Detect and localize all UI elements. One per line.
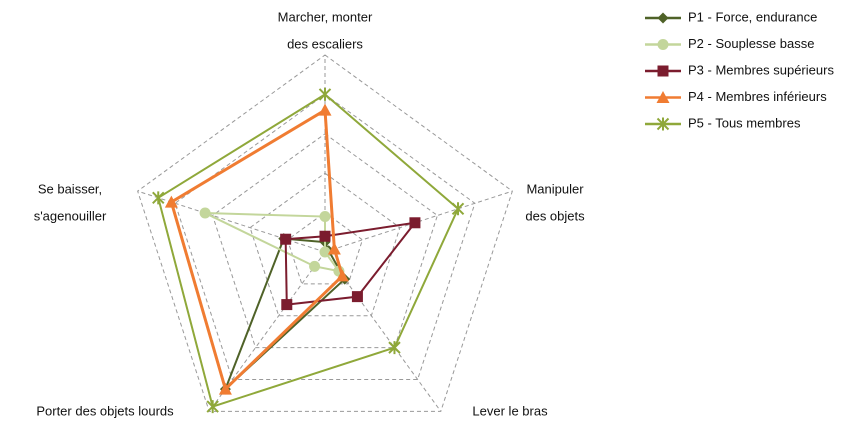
marker [409, 217, 421, 229]
series-line [169, 107, 345, 392]
marker [319, 230, 331, 242]
marker [656, 117, 670, 131]
marker [281, 299, 293, 311]
series-line [157, 93, 460, 408]
legend-label: P1 - Force, endurance [688, 9, 817, 24]
marker [152, 191, 165, 205]
marker [657, 39, 669, 50]
grid-ring [211, 133, 439, 349]
grid-ring [286, 211, 364, 285]
axis-label: Manipuler [526, 181, 584, 196]
legend-item: P1 - Force, endurance [645, 9, 817, 24]
marker [318, 103, 332, 116]
marker [335, 269, 349, 282]
axis-label: s'agenouiller [34, 208, 107, 223]
series-line [284, 221, 418, 306]
marker [218, 382, 232, 395]
axis-label: Se baisser, [38, 181, 102, 196]
marker [451, 202, 465, 216]
marker [280, 233, 292, 245]
marker [388, 341, 401, 355]
marker [199, 207, 211, 219]
axis-spoke [324, 251, 442, 412]
axis-label: des escaliers [287, 36, 363, 51]
marker [657, 65, 669, 77]
marker [206, 400, 219, 414]
legend-label: P5 - Tous membres [688, 115, 801, 130]
marker [164, 195, 178, 208]
legend-item: P5 - Tous membres [645, 115, 801, 131]
marker [319, 246, 331, 258]
marker [351, 291, 363, 303]
axis-label: Marcher, monter [278, 9, 373, 24]
legend-label: P2 - Souplesse basse [688, 36, 814, 51]
axis-label: Porter des objets lourds [36, 403, 174, 418]
grid-ring [137, 54, 513, 412]
grid-ring [249, 172, 401, 317]
marker [657, 12, 669, 24]
legend-item: P4 - Membres inférieurs [645, 89, 827, 104]
legend-label: P3 - Membres supérieurs [688, 62, 834, 77]
axis-label: Lever le bras [472, 403, 548, 418]
legend-label: P4 - Membres inférieurs [688, 89, 827, 104]
axis-label: des objets [525, 208, 585, 223]
marker [319, 211, 331, 223]
marker [656, 91, 670, 103]
marker [327, 242, 341, 255]
axis-spoke [137, 190, 326, 253]
series-line [204, 212, 342, 273]
marker [318, 87, 332, 101]
legend-item: P3 - Membres supérieurs [645, 62, 834, 77]
legend-item: P2 - Souplesse basse [645, 36, 814, 51]
marker [309, 260, 321, 272]
